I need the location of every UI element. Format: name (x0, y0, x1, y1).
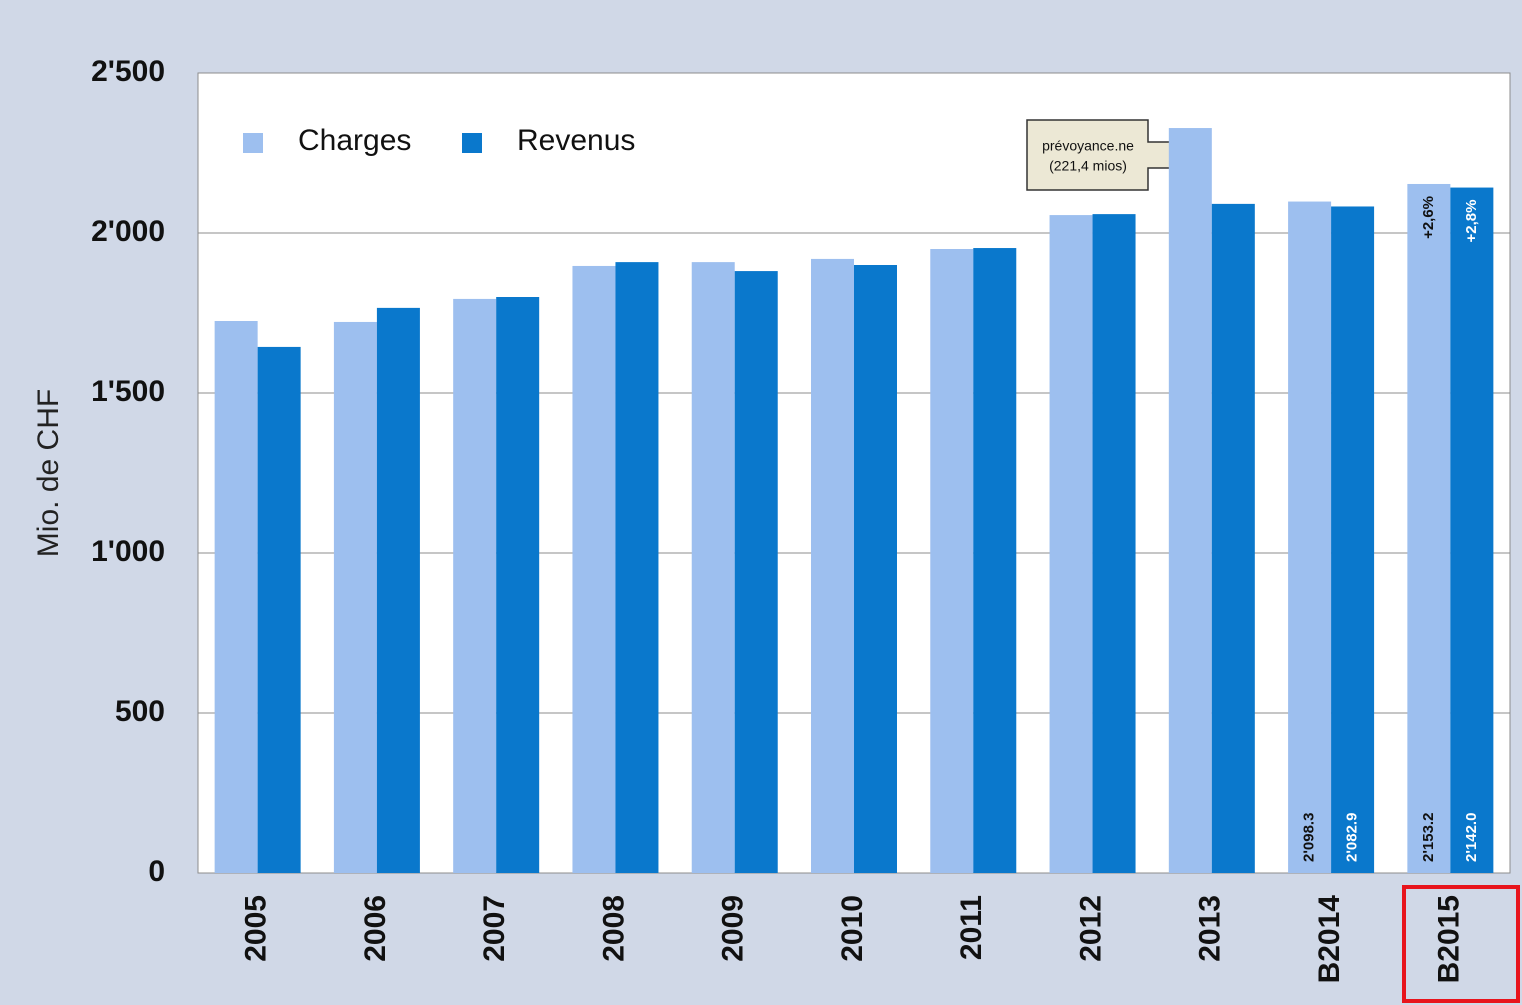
y-tick-label: 2'000 (91, 215, 165, 248)
legend-label: Revenus (517, 124, 635, 157)
bar (1211, 203, 1255, 873)
change-label: +2,8% (1463, 200, 1480, 243)
bar (1331, 206, 1375, 874)
y-tick-label: 2'500 (91, 55, 165, 88)
bar (1288, 201, 1332, 873)
y-tick-label: 1'000 (91, 535, 165, 568)
y-tick-label: 0 (148, 855, 165, 888)
bar (973, 248, 1017, 874)
value-label: 2'098.3 (1301, 813, 1318, 862)
value-label: 2'142.0 (1463, 813, 1480, 862)
callout-text: prévoyance.ne (1042, 138, 1134, 154)
bar (333, 321, 377, 874)
bar (376, 307, 420, 873)
x-tick-label: 2007 (478, 895, 511, 962)
bar (1049, 215, 1093, 873)
x-tick-label: 2012 (1074, 895, 1107, 962)
bar (1092, 214, 1136, 873)
bar (453, 298, 497, 873)
y-axis-title: Mio. de CHF (32, 389, 65, 557)
x-tick-label: 2009 (717, 895, 750, 962)
bar (257, 346, 301, 873)
bar (854, 265, 897, 873)
bar (1168, 128, 1212, 874)
bar (930, 249, 974, 873)
legend-swatch (462, 133, 482, 153)
y-tick-label: 1'500 (91, 375, 165, 408)
bar (572, 265, 616, 874)
x-tick-label: 2005 (240, 895, 273, 962)
x-tick-label: 2010 (836, 895, 869, 962)
bar (496, 297, 540, 873)
bar (691, 262, 735, 873)
bar (811, 258, 854, 873)
bar (1407, 183, 1451, 873)
highlight-box (1402, 885, 1520, 1003)
x-tick-label: 2011 (955, 895, 988, 960)
x-tick-label: B2014 (1313, 895, 1346, 984)
change-label: +2,6% (1420, 196, 1437, 239)
value-label: 2'153.2 (1420, 813, 1437, 862)
bar (214, 321, 258, 873)
legend-swatch (243, 133, 263, 153)
x-tick-label: 2006 (359, 895, 392, 962)
callout-text: (221,4 mios) (1049, 158, 1127, 174)
x-tick-label: 2008 (597, 895, 630, 962)
y-tick-label: 500 (115, 695, 165, 728)
legend-label: Charges (298, 124, 411, 157)
x-tick-label: 2013 (1194, 895, 1227, 962)
bar (1450, 187, 1494, 873)
bar (734, 271, 778, 874)
value-label: 2'082.9 (1344, 813, 1361, 862)
bar (615, 262, 659, 873)
x-tick-label: B2015 (1432, 895, 1465, 983)
